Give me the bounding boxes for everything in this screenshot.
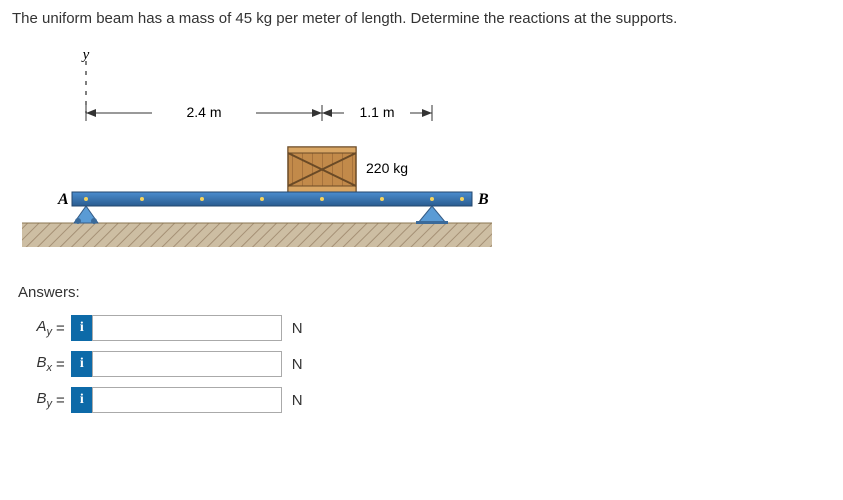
unit-label: N (292, 320, 303, 337)
crate: 220 kg (288, 147, 408, 192)
unit-label: N (292, 392, 303, 409)
dim-label-1: 2.4 m (186, 104, 221, 120)
answer-row-Ay: Ay = i N (16, 315, 831, 341)
crate-label: 220 kg (366, 160, 408, 176)
dimension-2-4m: 2.4 m (86, 104, 322, 121)
answer-input-Ay[interactable] (92, 315, 282, 341)
answer-row-Bx: Bx = i N (16, 351, 831, 377)
support-A-label: A (57, 191, 69, 208)
beam (72, 192, 472, 206)
answer-input-By[interactable] (92, 387, 282, 413)
equals-sign: = (56, 392, 65, 409)
answer-label-Ay: Ay (16, 318, 52, 338)
dim-label-2: 1.1 m (359, 104, 394, 120)
support-B-label: B (477, 191, 489, 208)
answer-row-By: By = i N (16, 387, 831, 413)
diagram-svg: y 2.4 m 1.1 m 220 kg (22, 47, 492, 257)
support-B (416, 206, 448, 224)
equals-sign: = (56, 356, 65, 373)
dimension-1-1m: 1.1 m (322, 104, 432, 121)
answer-input-Bx[interactable] (92, 351, 282, 377)
support-A (74, 206, 98, 224)
info-icon[interactable]: i (71, 351, 93, 377)
beam-diagram: y 2.4 m 1.1 m 220 kg (22, 47, 831, 260)
answer-label-Bx: Bx (16, 354, 52, 374)
problem-statement: The uniform beam has a mass of 45 kg per… (12, 10, 831, 27)
answers-heading: Answers: (18, 284, 831, 301)
ground (22, 223, 492, 247)
info-icon[interactable]: i (71, 315, 93, 341)
info-icon[interactable]: i (71, 387, 93, 413)
answer-label-By: By (16, 390, 52, 410)
y-axis-label: y (81, 47, 90, 63)
equals-sign: = (56, 320, 65, 337)
unit-label: N (292, 356, 303, 373)
